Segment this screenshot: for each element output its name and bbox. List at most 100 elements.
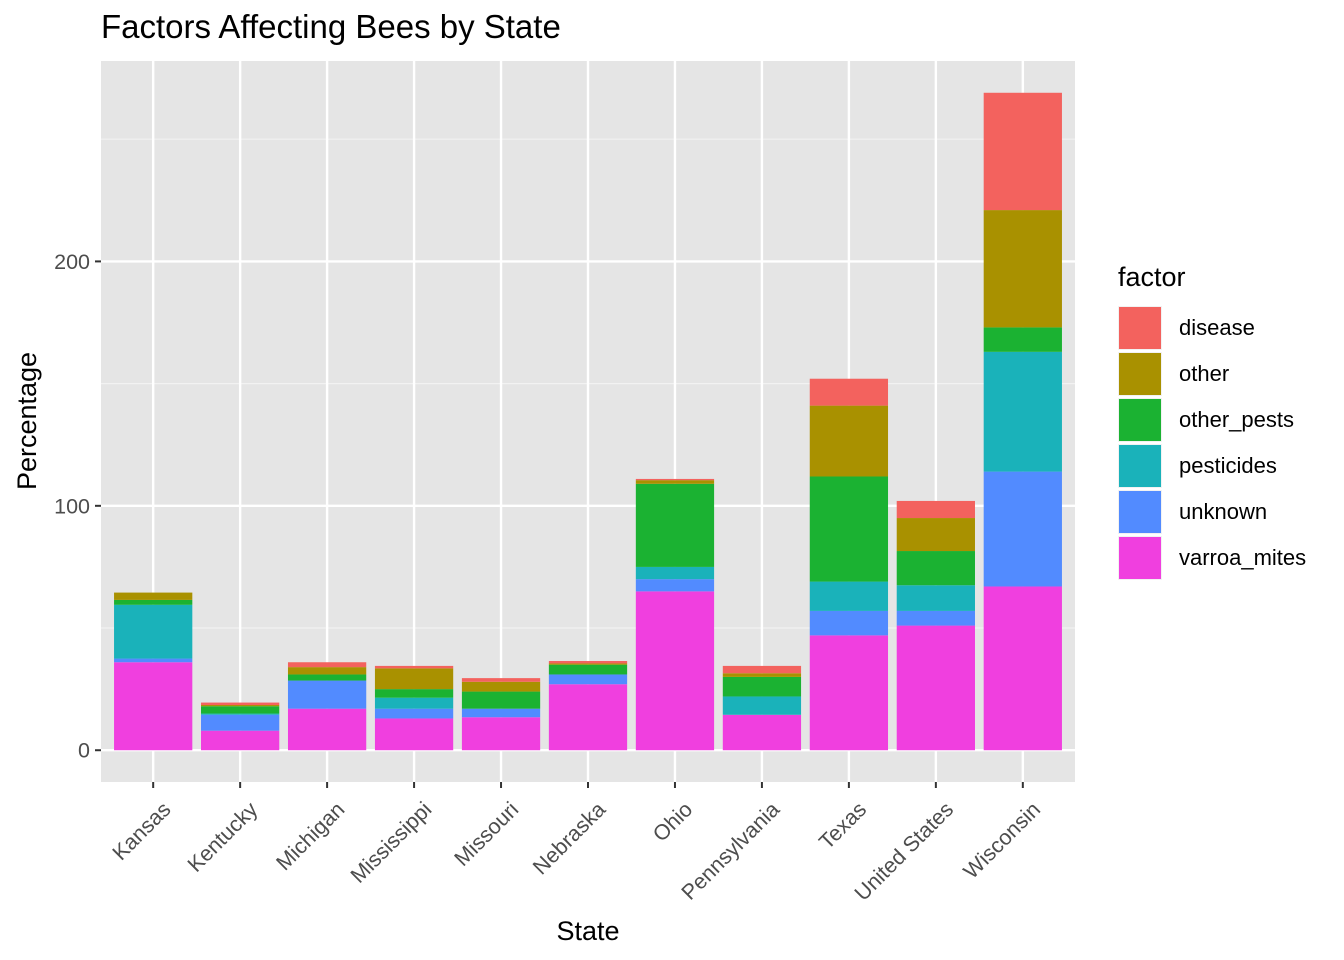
bar-other <box>201 705 280 707</box>
bar-other_pests <box>896 551 975 586</box>
legend-item-disease: disease <box>1118 305 1306 351</box>
x-tick-label: Michigan <box>272 797 350 875</box>
bar-other_pests <box>809 476 889 582</box>
bar-varroa_mites <box>722 714 802 751</box>
bar-other <box>896 518 975 552</box>
legend-label: pesticides <box>1179 453 1277 478</box>
legend-swatch <box>1119 445 1161 487</box>
bar-disease <box>896 500 975 519</box>
bar-unknown <box>201 714 280 731</box>
bar-pesticides <box>722 696 802 715</box>
bar-pesticides <box>201 713 280 715</box>
x-tick-label: Nebraska <box>528 797 610 879</box>
bar-pesticides <box>635 566 715 580</box>
y-tick-label: 200 <box>54 250 90 274</box>
bar-disease <box>809 378 889 406</box>
bar-other_pests <box>287 674 367 681</box>
x-tick-label: Ohio <box>648 797 697 846</box>
bars <box>114 92 1062 751</box>
bar-unknown <box>548 674 628 685</box>
bar-unknown <box>287 680 367 709</box>
legend-label: other_pests <box>1179 407 1294 432</box>
bar-other_pests <box>722 676 802 697</box>
bar-other <box>461 681 541 692</box>
bar-other_pests <box>635 483 715 567</box>
bar-varroa_mites <box>461 717 541 751</box>
x-tick-label: Kentucky <box>183 797 263 877</box>
bar-disease <box>983 92 1062 211</box>
bar-unknown <box>461 708 541 718</box>
bar-disease <box>287 662 367 668</box>
x-tick-label: Mississippi <box>346 797 436 887</box>
bar-other <box>722 673 802 677</box>
legend-key <box>1118 444 1162 488</box>
bar-other_pests <box>201 706 280 714</box>
bar-pesticides <box>809 581 889 611</box>
bar-other <box>809 405 889 477</box>
legend-key <box>1118 490 1162 534</box>
legend-label: disease <box>1179 315 1255 340</box>
bar-varroa_mites <box>809 635 889 751</box>
legend-key <box>1118 398 1162 442</box>
legend-item-unknown: unknown <box>1118 489 1306 535</box>
bar-disease <box>635 478 715 481</box>
bar-disease <box>548 661 628 664</box>
bar-varroa_mites <box>983 586 1062 751</box>
bar-unknown <box>114 658 193 663</box>
bar-unknown <box>635 579 715 592</box>
bar-unknown <box>374 708 454 719</box>
bar-varroa_mites <box>635 591 715 751</box>
legend: factor disease other other_pests pesticides… <box>1118 262 1306 581</box>
bar-other_pests <box>374 689 454 698</box>
legend-swatch <box>1119 399 1161 441</box>
x-tick-label: Missouri <box>450 797 524 871</box>
legend-label: unknown <box>1179 499 1268 524</box>
bar-varroa_mites <box>201 730 280 751</box>
bar-other_pests <box>114 599 193 605</box>
legend-items: disease other other_pests pesticides unknown… <box>1118 305 1306 581</box>
legend-key <box>1118 352 1162 396</box>
legend-label: varroa_mites <box>1179 545 1307 570</box>
legend-swatch <box>1119 537 1161 579</box>
x-axis-title: State <box>556 916 619 946</box>
bar-varroa_mites <box>114 662 193 751</box>
x-tick-label: Wisconsin <box>959 797 1045 883</box>
bar-varroa_mites <box>374 718 454 751</box>
bar-pesticides <box>983 351 1062 472</box>
legend-key <box>1118 306 1162 350</box>
bar-other <box>287 667 367 675</box>
bar-pesticides <box>374 697 454 709</box>
bar-unknown <box>809 610 889 636</box>
legend-item-pesticides: pesticides <box>1118 443 1306 489</box>
bar-pesticides <box>896 585 975 611</box>
legend-swatch <box>1119 491 1161 533</box>
bar-other_pests <box>983 327 1062 352</box>
bar-disease <box>374 665 454 669</box>
bar-disease <box>461 678 541 682</box>
legend-item-varroa_mites: varroa_mites <box>1118 535 1306 581</box>
bar-other <box>983 210 1062 328</box>
bar-other <box>114 592 193 600</box>
bar-unknown <box>896 610 975 626</box>
bar-disease <box>722 665 802 674</box>
bar-unknown <box>983 471 1062 587</box>
legend-title: factor <box>1118 262 1186 292</box>
bar-disease <box>201 702 280 706</box>
x-tick-label: Kansas <box>108 797 176 865</box>
bar-other <box>548 663 628 665</box>
legend-key <box>1118 536 1162 580</box>
bar-other_pests <box>548 664 628 675</box>
bar-varroa_mites <box>287 708 367 751</box>
y-axis-title: Percentage <box>12 352 42 490</box>
bar-other <box>635 480 715 484</box>
legend-swatch <box>1119 353 1161 395</box>
chart-title: Factors Affecting Bees by State <box>101 8 561 45</box>
y-tick-label: 0 <box>78 739 90 763</box>
legend-swatch <box>1119 307 1161 349</box>
x-tick-label: Texas <box>814 797 871 854</box>
legend-label: other <box>1179 361 1230 386</box>
legend-item-other: other <box>1118 351 1306 397</box>
bar-other_pests <box>461 691 541 709</box>
legend-item-other_pests: other_pests <box>1118 397 1306 443</box>
